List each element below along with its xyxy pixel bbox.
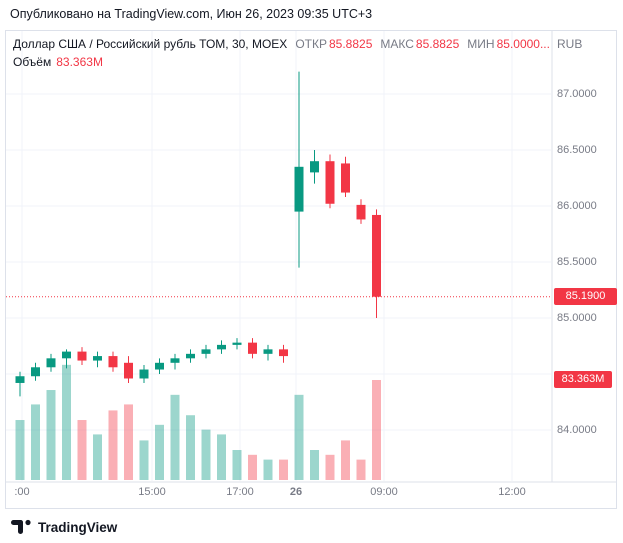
low-label: МИН [467, 37, 495, 51]
volume-value: 83.363M [56, 55, 103, 69]
open-label: ОТКР [295, 37, 327, 51]
last-price-badge: 85.1900 [554, 288, 617, 305]
symbol-title: Доллар США / Российский рубль ТОМ, 30, M… [13, 37, 288, 51]
publication-caption: Опубликовано на TradingView.com, Июн 26,… [10, 7, 373, 21]
low-value: 85.0000... [496, 37, 550, 51]
chart-card [5, 30, 617, 509]
brand-text: TradingView [38, 519, 118, 535]
tradingview-brand-link[interactable]: TradingView [11, 516, 117, 538]
tradingview-logo-icon [11, 518, 32, 537]
currency-label: RUB [557, 37, 583, 51]
high-label: МАКС [380, 37, 414, 51]
time-axis-label: 09:00 [370, 486, 398, 498]
volume-legend: Объём 83.363M [13, 55, 103, 69]
chart-legend: Доллар США / Российский рубль ТОМ, 30, M… [13, 37, 550, 51]
time-axis-label: :00 [14, 486, 30, 498]
time-axis-label: 17:00 [226, 486, 254, 498]
high-value: 85.8825 [415, 37, 460, 51]
time-axis[interactable]: :00 15:00 17:00 26 09:00 12:00 [0, 486, 623, 500]
time-axis-label: 15:00 [138, 486, 166, 498]
time-axis-label: 26 [289, 486, 303, 498]
volume-label: Объём [13, 55, 52, 69]
open-value: 85.8825 [328, 37, 373, 51]
time-axis-label: 12:00 [498, 486, 526, 498]
last-volume-badge: 83.363M [554, 371, 612, 388]
